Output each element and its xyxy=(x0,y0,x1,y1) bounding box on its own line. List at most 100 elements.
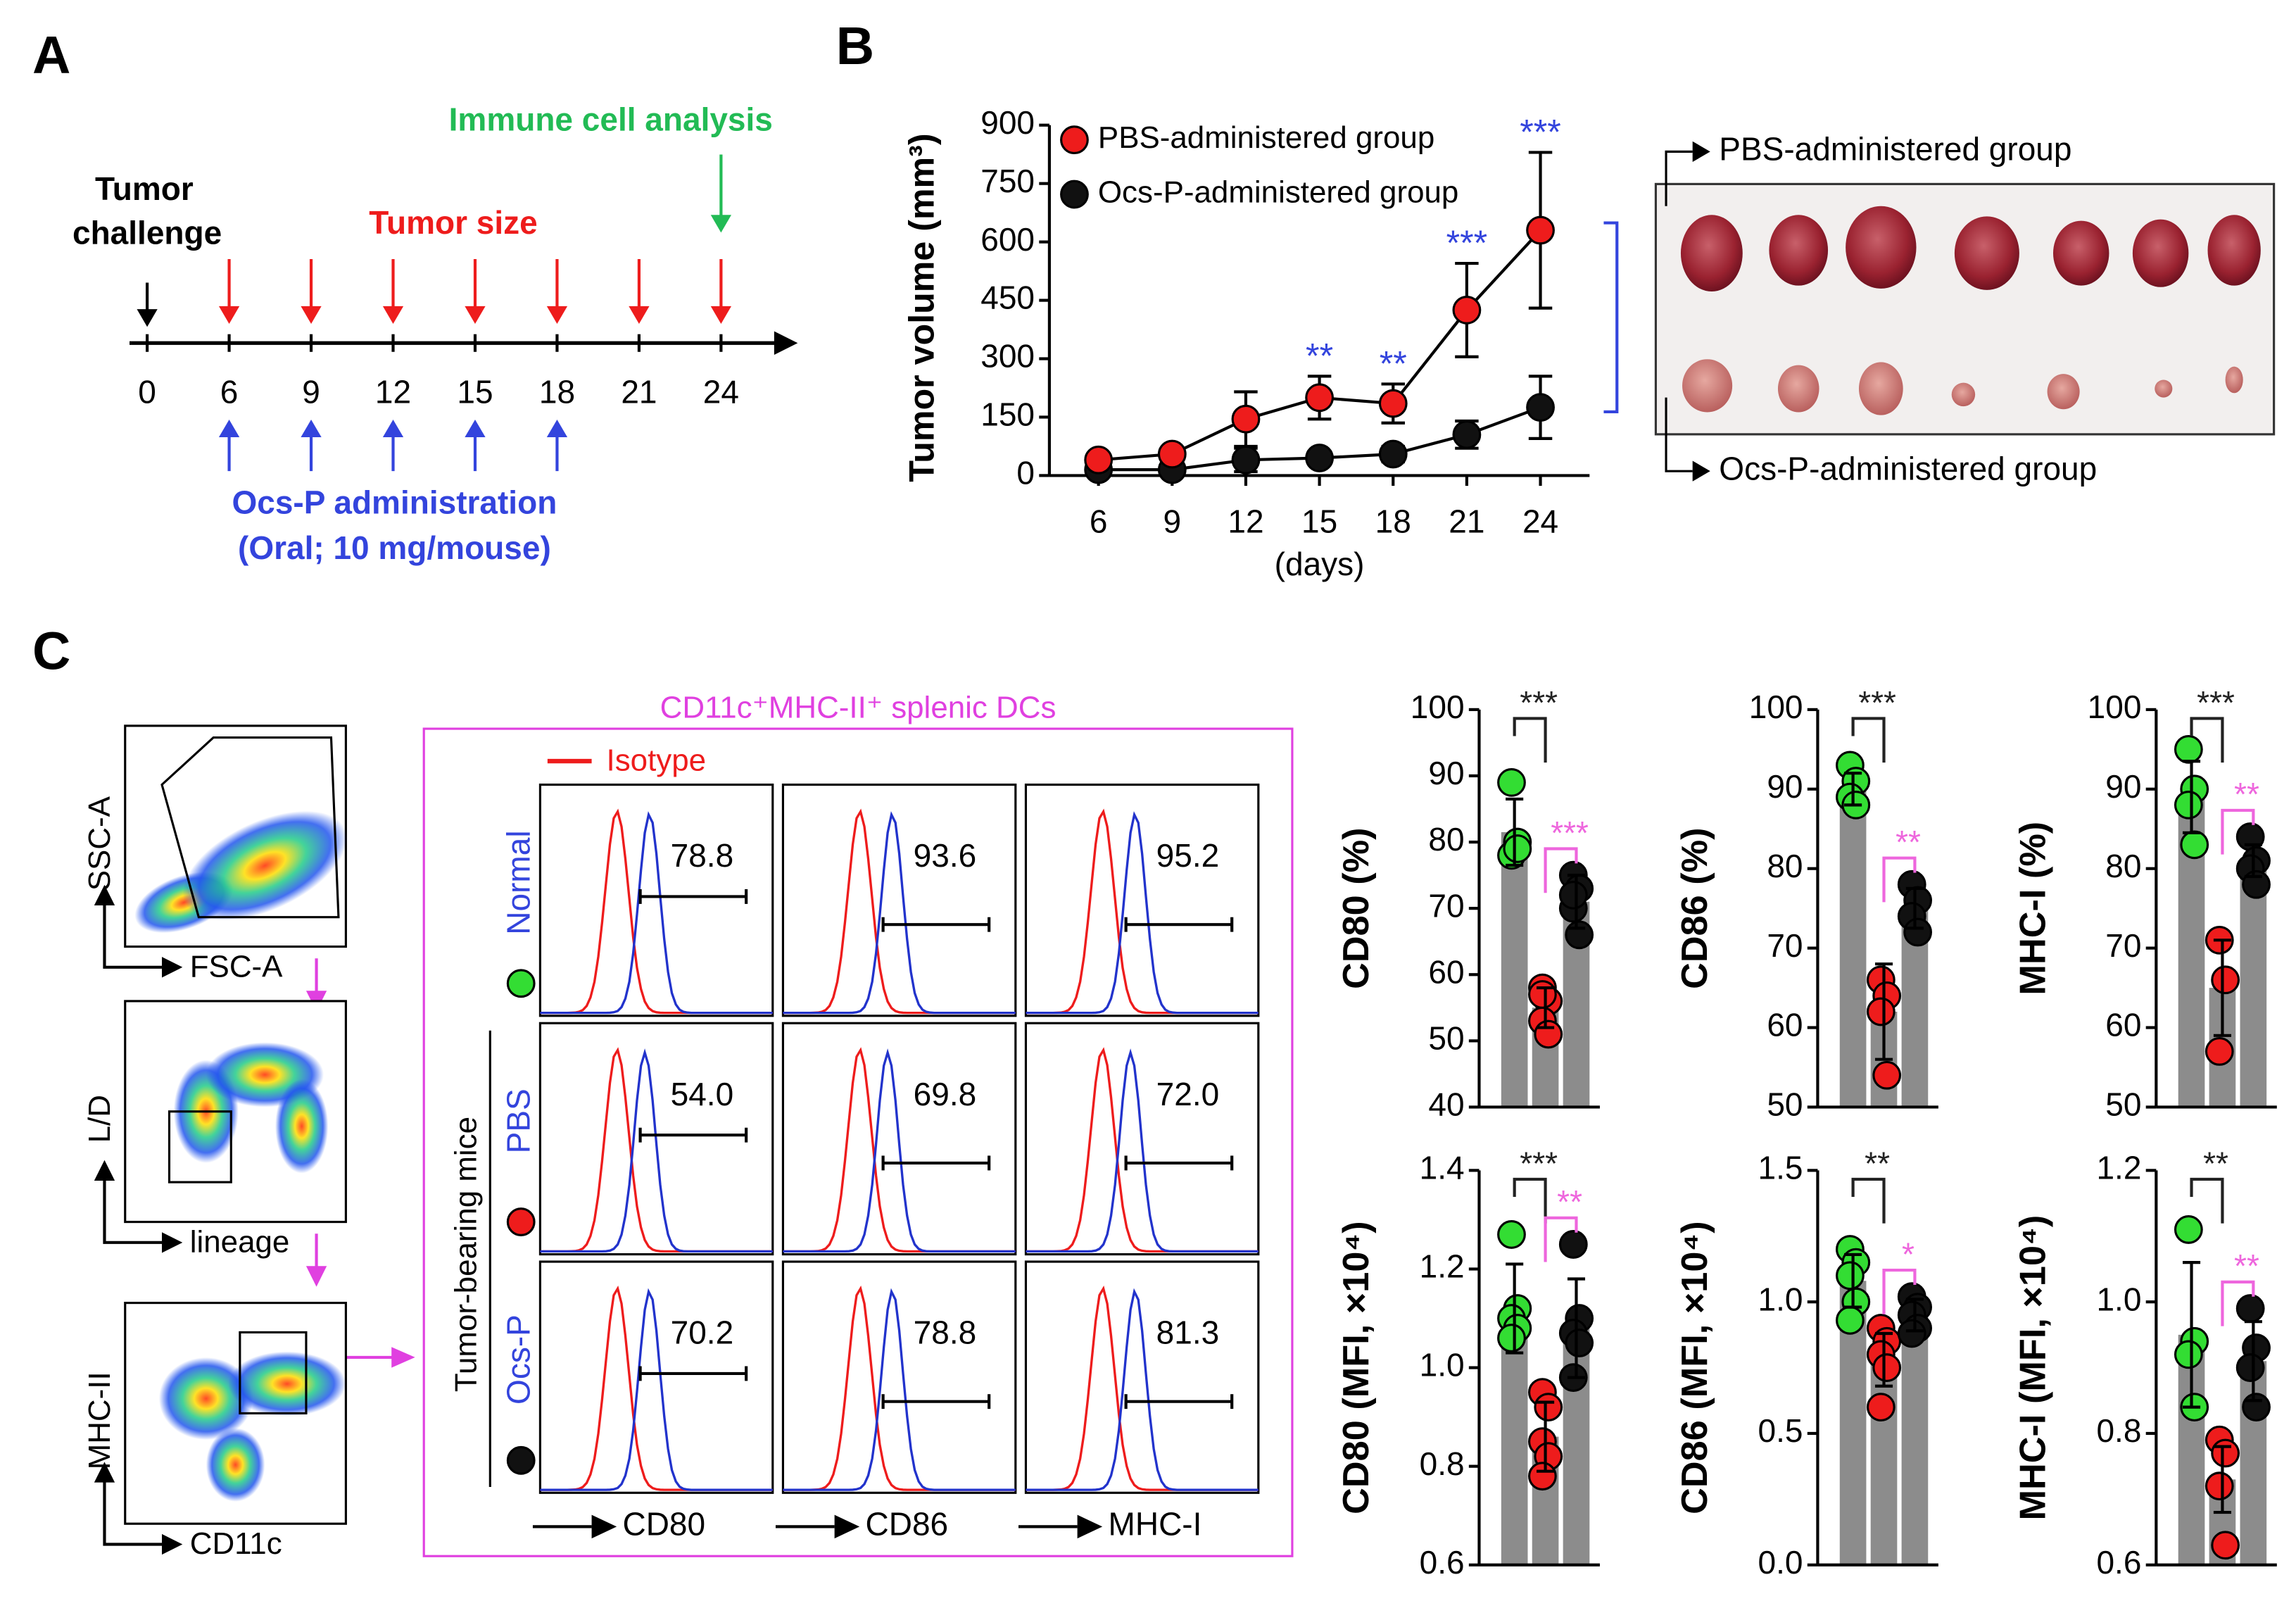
y-tick-label: 900 xyxy=(980,104,1035,141)
data-point xyxy=(1305,383,1334,413)
y-tick-label: 1.0 xyxy=(1420,1347,1465,1383)
y-tick-label: 1.2 xyxy=(2096,1150,2141,1186)
arrow xyxy=(94,1160,115,1181)
panel-label: B xyxy=(836,16,874,75)
significance: ** xyxy=(2203,1145,2228,1181)
y-tick-label: 150 xyxy=(980,396,1035,433)
histogram-cell xyxy=(781,783,1017,1017)
arrow xyxy=(546,306,568,325)
x-axis-label: (days) xyxy=(1275,546,1365,582)
gate-value: 95.2 xyxy=(1156,837,1220,874)
data-point xyxy=(1528,980,1557,1009)
significance: *** xyxy=(1858,684,1896,721)
data-point xyxy=(2174,790,2203,820)
data-point xyxy=(1836,1261,1865,1291)
gate-value: 81.3 xyxy=(1156,1314,1220,1351)
data-point xyxy=(1534,1019,1563,1049)
data-point xyxy=(1565,920,1594,950)
timeline-label: Tumor size xyxy=(369,204,537,241)
timeline-tick-label: 9 xyxy=(302,374,320,410)
column-label: MHC-I xyxy=(1109,1506,1202,1543)
y-tick-label: 70 xyxy=(2105,927,2141,964)
arrow xyxy=(465,306,486,325)
row-label: PBS xyxy=(500,1088,536,1153)
significance-bracket xyxy=(1882,856,1917,903)
significance: ** xyxy=(1380,344,1407,384)
x-tick-label: 12 xyxy=(1228,503,1263,540)
significance: *** xyxy=(1446,223,1488,263)
panel-label: A xyxy=(32,25,70,84)
arrow xyxy=(546,419,568,438)
y-tick-label: 50 xyxy=(1428,1020,1464,1057)
row-marker xyxy=(506,1445,536,1475)
stain-curve xyxy=(540,1288,773,1491)
significance-bracket xyxy=(1544,847,1578,893)
arrow xyxy=(382,306,404,325)
data-point xyxy=(2211,1531,2240,1560)
bar xyxy=(1901,1314,1929,1565)
significance: *** xyxy=(1520,684,1558,721)
group-label: Tumor-bearing mice xyxy=(449,1117,484,1392)
column-label: CD80 xyxy=(623,1506,706,1543)
data-point xyxy=(1503,834,1532,863)
row-label: Ocs-P xyxy=(500,1314,536,1405)
tumors xyxy=(1680,206,2261,415)
significance-bracket xyxy=(1513,717,1547,763)
data-point xyxy=(2174,1215,2203,1244)
data-point xyxy=(1378,389,1408,418)
axis-label: CD11c xyxy=(190,1526,282,1561)
data-point xyxy=(1305,444,1334,472)
cell-cloud xyxy=(206,1428,265,1502)
gate-value: 70.2 xyxy=(671,1314,734,1351)
significance: ** xyxy=(1557,1184,1582,1220)
y-tick-label: 50 xyxy=(1767,1086,1803,1123)
data-point xyxy=(2204,1037,2234,1066)
y-tick-label: 50 xyxy=(2105,1086,2141,1123)
arrow xyxy=(591,1514,617,1539)
x-tick-label: 6 xyxy=(1090,503,1108,540)
significance-bracket xyxy=(1544,1216,1578,1262)
axis-label: SSC-A xyxy=(82,796,117,891)
arrow xyxy=(710,215,732,233)
significance: ** xyxy=(1865,1145,1890,1181)
y-tick-label: 1.0 xyxy=(2096,1281,2141,1317)
stain-curve xyxy=(1026,811,1259,1015)
photo-label: Ocs-P-administered group xyxy=(1719,450,2097,486)
significance: *** xyxy=(2197,684,2235,721)
arrow xyxy=(1692,141,1710,163)
axis-arrow xyxy=(103,902,163,969)
axis-label: L/D xyxy=(82,1095,117,1143)
y-tick-label: 1.2 xyxy=(1420,1248,1465,1285)
significance-bracket xyxy=(1513,1177,1547,1224)
bar xyxy=(1839,789,1867,1107)
arrow xyxy=(382,419,404,438)
significance-bracket xyxy=(1851,1177,1886,1224)
significance: ** xyxy=(1896,824,1921,860)
arrow xyxy=(834,1514,860,1539)
data-point xyxy=(1866,1393,1896,1421)
timeline-tick-label: 0 xyxy=(138,374,156,410)
data-point xyxy=(1903,917,1932,947)
timeline-tick-label: 12 xyxy=(375,374,411,410)
column-label: CD86 xyxy=(866,1506,949,1543)
gate-value: 93.6 xyxy=(914,837,977,874)
data-point xyxy=(2211,965,2240,995)
y-tick-label: 600 xyxy=(980,221,1035,258)
histogram-panel xyxy=(422,727,1294,1557)
data-point xyxy=(1157,439,1187,469)
y-axis-label: CD80 (MFI, ×10⁴) xyxy=(1336,1221,1377,1514)
significance: * xyxy=(1902,1236,1915,1272)
arrow xyxy=(710,306,732,325)
data-point xyxy=(1528,1462,1557,1491)
data-point xyxy=(1231,445,1261,475)
data-point xyxy=(1897,1319,1926,1348)
arrow xyxy=(162,1533,183,1555)
histogram-cell xyxy=(1024,1022,1260,1256)
stain-curve xyxy=(783,1288,1016,1491)
histogram-cell xyxy=(781,1260,1017,1494)
data-point xyxy=(1836,1305,1865,1335)
arrow xyxy=(137,309,158,327)
gate-value: 78.8 xyxy=(914,1314,977,1351)
axis-label: FSC-A xyxy=(190,949,283,984)
